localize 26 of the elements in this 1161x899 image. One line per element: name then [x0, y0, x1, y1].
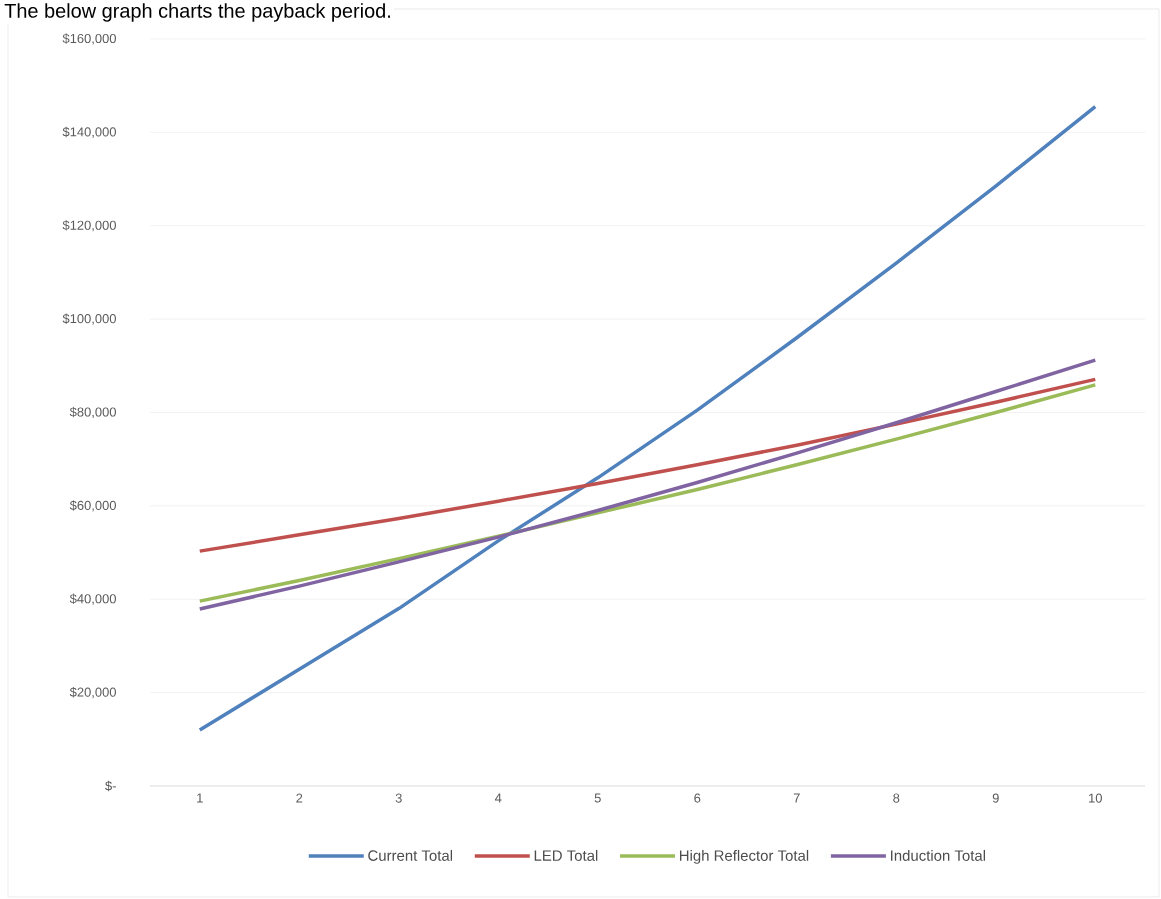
x-tick-label: 9 [992, 793, 999, 803]
x-tick-label: 5 [594, 793, 601, 803]
chart-title: The below graph charts the payback period. [4, 3, 390, 22]
y-tick-label: $80,000 [69, 406, 116, 419]
legend-label: LED Total [534, 849, 598, 861]
x-tick-label: 4 [494, 793, 502, 803]
y-tick-label: $20,000 [69, 686, 116, 699]
x-tick-label: 1 [197, 793, 203, 803]
x-tick-label: 10 [1089, 793, 1102, 803]
y-tick-label: $40,000 [69, 593, 116, 605]
x-tick-label: 7 [793, 793, 800, 803]
x-tick-label: 2 [296, 793, 303, 803]
x-tick-label: 6 [694, 793, 701, 803]
y-tick-label: $120,000 [62, 220, 116, 232]
y-tick-label: $160,000 [62, 33, 116, 45]
y-tick-label: $100,000 [62, 313, 116, 325]
legend-label: Induction Total [891, 849, 986, 861]
y-tick-label: $- [105, 780, 116, 792]
line-series [198, 104, 1098, 732]
x-tick-label: 8 [893, 793, 900, 803]
legend-label: Current Total [368, 849, 453, 861]
line-series [198, 377, 1098, 553]
legend-label: High Reflector Total [679, 849, 809, 864]
y-tick-label: $60,000 [69, 500, 116, 512]
x-tick-label: 3 [395, 793, 402, 803]
y-tick-label: $140,000 [62, 126, 116, 138]
